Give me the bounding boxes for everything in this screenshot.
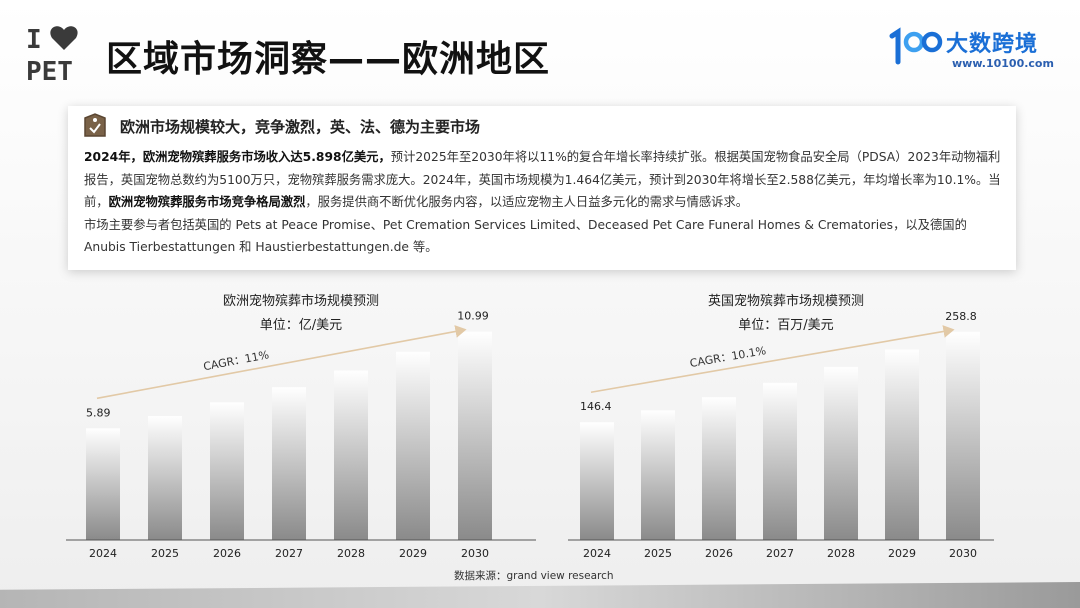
- data-label: 5.89: [86, 406, 111, 419]
- insight-text-2: ，服务提供商不断优化服务内容，以适应宠物主人日益多元化的需求与情感诉求。: [305, 195, 749, 209]
- heart-icon: [50, 26, 78, 50]
- bar-2028: [334, 370, 368, 540]
- bar-2025: [641, 410, 675, 540]
- brand-name: 大数跨境: [946, 32, 1039, 57]
- x-tick-label: 2029: [888, 547, 916, 560]
- x-tick-label: 2025: [644, 547, 672, 560]
- x-tick-label: 2025: [151, 547, 179, 560]
- x-tick-label: 2024: [89, 547, 117, 560]
- x-tick-label: 2024: [583, 547, 611, 560]
- brand-url: www.10100.com: [952, 57, 1054, 70]
- insight-heading: 欧洲市场规模较大，竞争激烈，英、法、德为主要市场: [120, 118, 481, 136]
- bar-2029: [885, 349, 919, 540]
- bar-2026: [702, 397, 736, 540]
- x-tick-label: 2028: [337, 547, 365, 560]
- chart-title: 欧洲宠物殡葬市场规模预测: [222, 294, 379, 309]
- cagr-trend-arrow: [590, 325, 955, 394]
- source-note: 数据来源：grand view research: [454, 570, 614, 582]
- bar-2024: [86, 428, 120, 540]
- bar-2027: [763, 382, 797, 540]
- cagr-trend-arrow: [96, 325, 467, 400]
- bar-2026: [210, 402, 244, 540]
- x-tick-label: 2026: [705, 547, 733, 560]
- x-tick-label: 2027: [766, 547, 794, 560]
- page-title: 区域市场洞察——欧洲地区: [106, 39, 551, 80]
- data-label: 258.8: [945, 310, 977, 323]
- x-tick-label: 2026: [213, 547, 241, 560]
- cagr-annotation: CAGR：11%: [202, 348, 270, 373]
- x-tick-label: 2030: [949, 547, 977, 560]
- logo-pet-text: PET: [26, 57, 73, 84]
- x-tick-label: 2028: [827, 547, 855, 560]
- bar-chart-svg: 2024 146.4 2025 2026 2027 2028 2029 2030 258.8 CA…: [568, 310, 994, 560]
- x-tick-label: 2030: [461, 547, 489, 560]
- bar-2027: [272, 387, 306, 540]
- data-label: 10.99: [457, 310, 489, 323]
- insight-players-text: 市场主要参与者包括英国的 Pets at Peace Promise、Pet C…: [84, 217, 967, 255]
- bar-2029: [396, 351, 430, 540]
- bar-2024: [580, 422, 614, 540]
- logo-letter-i: I: [26, 25, 42, 55]
- brand-logo: 大数跨境 www.10100.com: [886, 26, 1056, 74]
- x-tick-label: 2027: [275, 547, 303, 560]
- price-tag-icon: [84, 113, 106, 137]
- bar-2025: [148, 416, 182, 540]
- x-tick-label: 2029: [399, 547, 427, 560]
- chart-unit: 单位：亿/美元: [259, 318, 343, 333]
- insight-highlight-revenue: 2024年，欧洲宠物殡葬服务市场收入达5.898亿美元，: [84, 150, 391, 164]
- brand-mark-icon: [889, 27, 943, 65]
- insight-box: 欧洲市场规模较大，竞争激烈，英、法、德为主要市场 2024年，欧洲宠物殡葬服务市…: [68, 106, 1016, 270]
- i-love-pet-logo: I PET: [26, 25, 78, 84]
- bar-chart-svg: 2024 5.89 2025 2026 2027 2028 2029 2030 10.99 CAG…: [66, 310, 536, 560]
- chart-title: 英国宠物殡葬市场规模预测: [707, 294, 864, 309]
- bar-2028: [824, 366, 858, 540]
- chart-unit: 单位：百万/美元: [738, 318, 834, 333]
- bar-2030: [946, 331, 980, 540]
- insight-highlight-competition: 欧洲宠物殡葬服务市场竞争格局激烈: [108, 195, 306, 209]
- insight-body: 2024年，欧洲宠物殡葬服务市场收入达5.898亿美元，预计2025年至2030…: [84, 146, 1004, 259]
- data-label: 146.4: [580, 400, 612, 413]
- insight-text-1: 预计2025年至2030年将以11%的复合年增长率持续扩张。根据英国宠物食品安全…: [84, 150, 1001, 209]
- bar-2030: [458, 331, 492, 540]
- cagr-annotation: CAGR：10.1%: [689, 344, 767, 370]
